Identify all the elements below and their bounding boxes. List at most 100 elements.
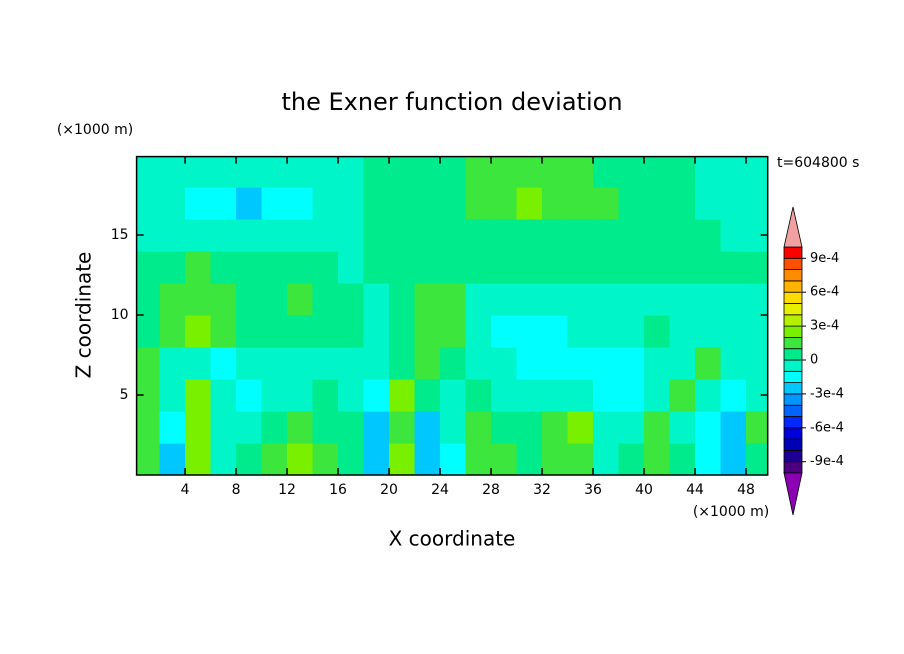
field-cell [644,187,671,220]
field-cell [720,251,747,284]
field-cell [287,251,314,284]
colorbar-box [783,280,803,293]
field-cell [363,379,390,412]
field-cell [465,443,492,475]
field-cell [338,315,365,348]
field-cell [185,411,212,444]
field-cell [159,315,186,348]
field-cell [644,443,671,475]
field-cell [644,411,671,444]
field-cell [389,219,416,252]
field-cell [414,219,441,252]
colorbar-box [783,404,803,417]
field-cell [491,379,518,412]
field-cell [618,156,645,188]
x-tick-label: 28 [482,482,500,498]
field-cell [236,251,263,284]
field-cell [363,315,390,348]
y-axis-label: Z coordinate [72,252,96,379]
colorbar-box [783,257,803,270]
field-cell [644,283,671,316]
field-cell [312,283,339,316]
field-cell [593,251,620,284]
field-cell [695,187,722,220]
x-tick-label: 4 [181,482,190,498]
field-cell [516,219,543,252]
field-cell [465,347,492,380]
field-cell [593,443,620,475]
field-cell [720,219,747,252]
field-cell [185,251,212,284]
field-cell [261,187,288,220]
field-cell [261,347,288,380]
field-cell [363,411,390,444]
field-cell [287,315,314,348]
field-cell [669,251,696,284]
field-cell [465,283,492,316]
field-cell [312,379,339,412]
field [136,156,768,475]
x-tick-label: 12 [278,482,296,498]
colorbar-tick-label: 6e-4 [810,285,839,300]
field-cell [720,347,747,380]
field-cell [746,411,768,444]
field-cell [287,379,314,412]
field-cell [567,379,594,412]
field-cell [185,219,212,252]
field-cell [236,347,263,380]
field-cell [695,347,722,380]
field-cell [669,315,696,348]
field-cell [516,315,543,348]
field-cell [414,443,441,475]
field-cell [210,283,237,316]
field-cell [669,219,696,252]
field-cell [440,315,467,348]
field-cell [720,443,747,475]
field-cell [746,315,768,348]
field-cell [465,156,492,188]
field-cell [440,283,467,316]
field-cell [465,251,492,284]
field-cell [159,187,186,220]
colorbar-tick-label: 0 [810,353,818,368]
field-cell [389,347,416,380]
field-cell [669,347,696,380]
field-cell [618,187,645,220]
colorbar-box [783,461,803,474]
field-cell [338,251,365,284]
field-cell [338,219,365,252]
field-cell [618,347,645,380]
field-cell [542,443,569,475]
field-cell [746,379,768,412]
field-cell [236,156,263,188]
field-cell [210,411,237,444]
field-cell [516,283,543,316]
field-cell [389,411,416,444]
colorbar-over [783,206,803,248]
field-cell [136,156,161,188]
field-cell [695,251,722,284]
field-cell [516,187,543,220]
field-cell [136,347,161,380]
field-cell [185,347,212,380]
field-cell [185,315,212,348]
field-cell [465,379,492,412]
field-cell [644,219,671,252]
field-cell [618,443,645,475]
field-cell [669,156,696,188]
field-cell [440,379,467,412]
field-cell [669,443,696,475]
field-cell [136,219,161,252]
field-cell [210,315,237,348]
field-cell [618,283,645,316]
field-cell [136,251,161,284]
x-axis-label: X coordinate [389,527,516,551]
field-cell [210,156,237,188]
field-cell [261,219,288,252]
field-cell [363,251,390,284]
field-cell [414,283,441,316]
field-cell [136,411,161,444]
field-cell [567,443,594,475]
field-cell [312,219,339,252]
field-cell [210,251,237,284]
